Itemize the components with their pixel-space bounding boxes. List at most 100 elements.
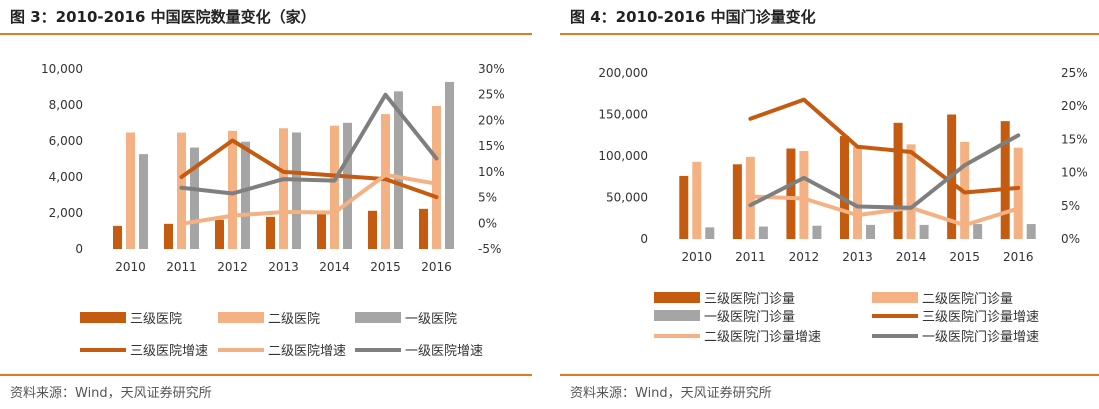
bar-series-3: [919, 224, 929, 239]
bar-series-2: [228, 130, 237, 249]
x-tick-label: 2011: [735, 250, 766, 264]
y2-tick-label: 10%: [1061, 166, 1088, 180]
y-tick-label: 6,000: [49, 134, 83, 148]
x-tick-label: 2016: [421, 260, 452, 274]
bar-series-1: [786, 148, 796, 239]
y-tick-label: 8,000: [49, 98, 83, 112]
legend-label: 二级医院门诊量: [922, 292, 1013, 307]
legend-label: 一级医院门诊量增速: [922, 330, 1039, 345]
legend-label: 三级医院门诊量: [704, 292, 795, 307]
bar-series-1: [1000, 121, 1010, 239]
x-tick-label: 2010: [682, 250, 713, 264]
bar-series-3: [973, 224, 983, 239]
x-tick-label: 2015: [370, 260, 401, 274]
x-tick-label: 2014: [896, 250, 927, 264]
legend-swatch: [355, 312, 401, 323]
y-tick-label: 100,000: [598, 149, 648, 163]
bar-series-3: [812, 225, 822, 239]
hospital-count-chart: 0 2,000 4,000 6,000 8,000 10,000 -5% 0% 5% 10% 15%…: [41, 62, 505, 359]
line-series-5: [748, 194, 1021, 228]
x-tick-label: 2013: [268, 260, 299, 274]
y2-tick-label: 25%: [478, 88, 505, 102]
y-tick-label: 0: [640, 232, 648, 246]
bar-series-1: [164, 223, 173, 249]
source-note: 资料来源：Wind，天风证券研究所: [570, 386, 772, 401]
bar-series-1: [840, 136, 849, 239]
figure-title: 图 3：2010-2016 中国医院数量变化（家）: [10, 8, 316, 26]
bar-series-1: [419, 208, 428, 249]
y2-tick-label: -5%: [478, 242, 501, 256]
legend-swatch: [654, 292, 700, 303]
bar-series-2: [126, 132, 135, 249]
legend-swatch: [654, 310, 700, 321]
legend-swatch: [80, 312, 126, 323]
legend-label: 三级医院: [130, 312, 182, 327]
bar-series-3: [705, 227, 715, 239]
x-tick-label: 2014: [319, 260, 350, 274]
legend-label: 一级医院增速: [405, 344, 483, 359]
line-series-5: [179, 172, 439, 226]
footer-rule: [0, 374, 532, 376]
y2-tick-label: 5%: [478, 191, 497, 205]
y2-tick-label: 20%: [478, 113, 505, 127]
legend-swatch: [218, 312, 264, 323]
bar-series-3: [758, 226, 768, 239]
bar-series-1: [113, 225, 122, 249]
y-tick-label: 10,000: [41, 62, 83, 76]
legend-label: 三级医院增速: [130, 344, 208, 359]
y-tick-label: 2,000: [49, 206, 83, 220]
bar-series-3: [394, 91, 403, 249]
footer-rule: [560, 374, 1099, 376]
legend-label: 二级医院: [268, 312, 320, 327]
y2-tick-label: 0%: [478, 216, 497, 230]
bar-series-3: [343, 122, 352, 249]
bar-series-3: [292, 132, 301, 249]
legend-label: 二级医院增速: [268, 344, 346, 359]
legend-label: 一级医院门诊量: [704, 310, 795, 325]
x-tick-label: 2010: [115, 260, 146, 274]
bar-series-3: [445, 81, 454, 249]
y-tick-label: 0: [75, 242, 83, 256]
bar-series-2: [330, 125, 339, 249]
bar-series-3: [241, 141, 250, 249]
bar-series-1: [368, 210, 377, 249]
legend-label: 二级医院门诊量增速: [704, 330, 821, 345]
outpatient-volume-chart: 0 50,000 100,000 150,000 200,000 0% 5% 10% 15% 20…: [598, 66, 1088, 345]
bar-series-1: [893, 122, 903, 239]
y2-tick-label: 15%: [478, 139, 505, 153]
line-series-4: [748, 97, 1021, 195]
x-tick-label: 2011: [166, 260, 197, 274]
bar-series-2: [1013, 147, 1023, 239]
bar-series-1: [215, 219, 224, 249]
x-tick-label: 2015: [949, 250, 980, 264]
bar-series-2: [279, 128, 288, 249]
bar-series-3: [139, 154, 148, 249]
bar-series-1: [679, 175, 689, 239]
bar-series-3: [190, 147, 199, 249]
bar-series-2: [692, 161, 702, 239]
outpatient-volume-figure: 图 4：2010-2016 中国门诊量变化 0 50,000 100,000 150,…: [560, 0, 1099, 409]
y2-tick-label: 15%: [1061, 132, 1088, 146]
y2-tick-label: 25%: [1061, 66, 1088, 80]
x-tick-label: 2013: [842, 250, 873, 264]
x-tick-label: 2012: [217, 260, 248, 274]
hospital-count-figure: 图 3：2010-2016 中国医院数量变化（家） 0 2,000 4,000 6,0…: [0, 0, 532, 409]
x-tick-label: 2016: [1003, 250, 1034, 264]
bar-series-3: [866, 224, 875, 239]
x-tick-label: 2012: [789, 250, 820, 264]
y-tick-label: 200,000: [598, 66, 648, 80]
figure-title: 图 4：2010-2016 中国门诊量变化: [570, 8, 816, 26]
legend-label: 三级医院门诊量增速: [922, 310, 1039, 325]
title-rule: [560, 33, 1099, 35]
legend-label: 一级医院: [405, 312, 457, 327]
line-series-6: [748, 133, 1021, 210]
bar-series-1: [317, 213, 326, 249]
source-note: 资料来源：Wind，天风证券研究所: [10, 386, 212, 401]
y2-tick-label: 20%: [1061, 99, 1088, 113]
bar-series-1: [266, 216, 275, 249]
y-tick-label: 4,000: [49, 170, 83, 184]
y2-tick-label: 10%: [478, 165, 505, 179]
y2-tick-label: 5%: [1061, 199, 1080, 213]
bar-series-2: [853, 146, 862, 239]
y2-tick-label: 0%: [1061, 232, 1080, 246]
